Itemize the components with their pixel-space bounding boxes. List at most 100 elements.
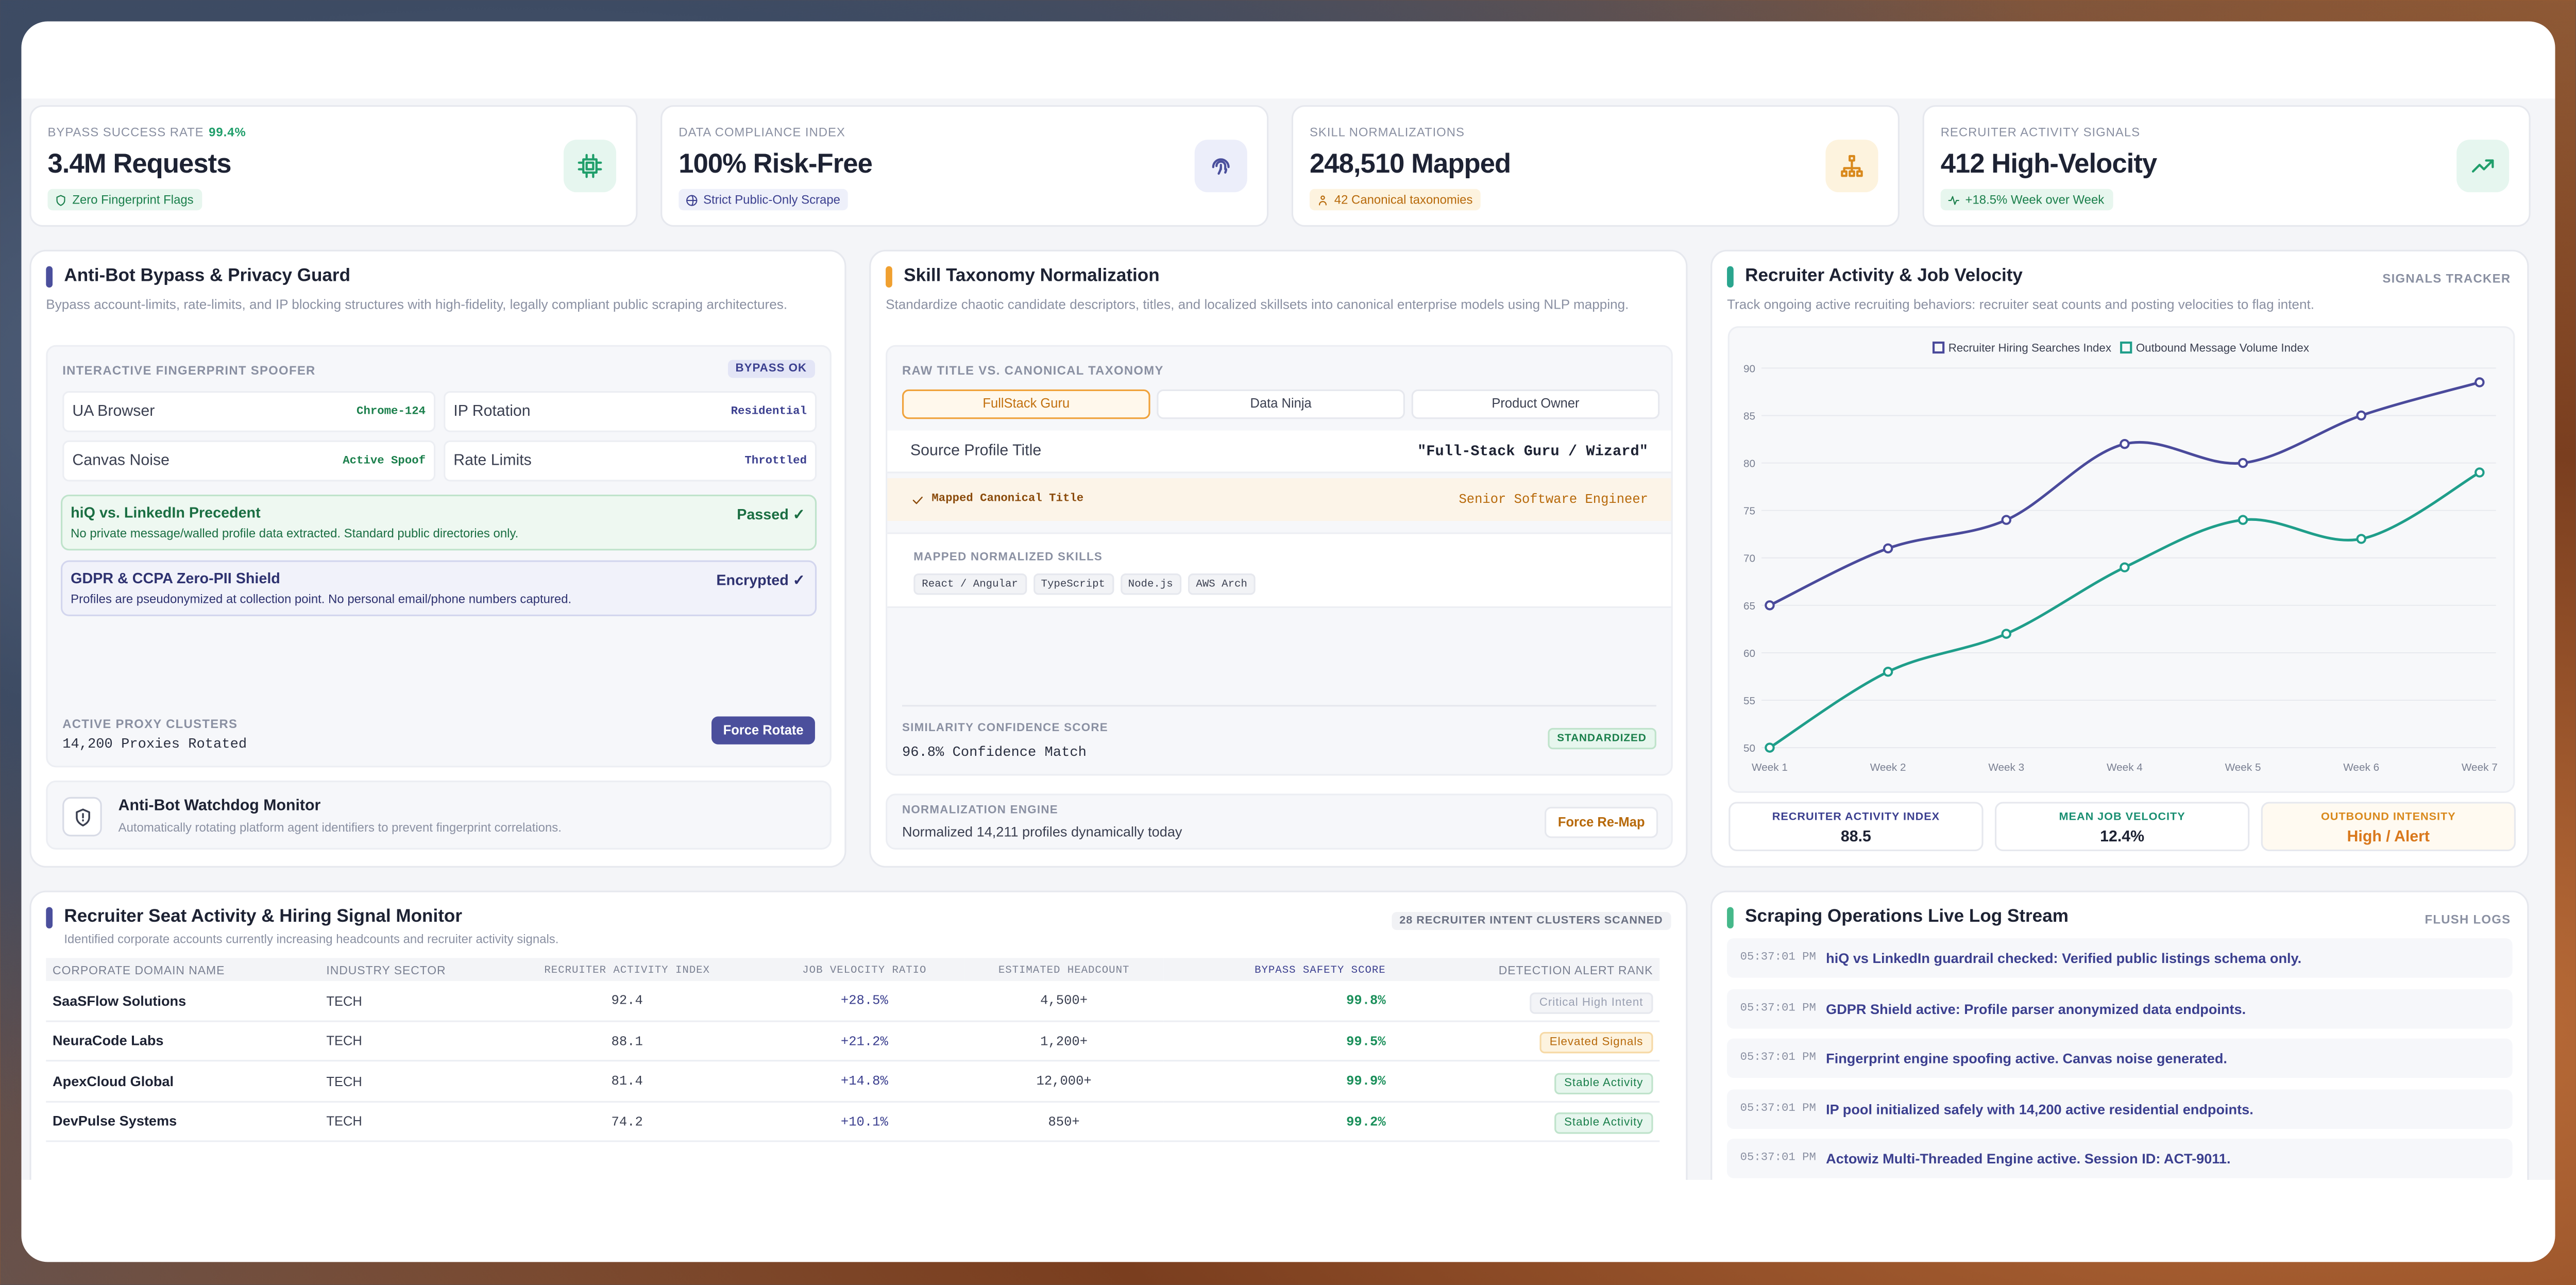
table-cell: 92.4 bbox=[489, 980, 765, 1022]
param-name: IP Rotation bbox=[453, 402, 531, 421]
stat-value: High / Alert bbox=[2347, 828, 2430, 847]
panel-accent bbox=[1727, 907, 1734, 928]
header-row: CORPORATE DOMAIN NAME INDUSTRY SECTOR RECR… bbox=[46, 958, 1660, 981]
icon bbox=[75, 807, 90, 826]
table-cell: ApexCloud Global bbox=[46, 1060, 320, 1102]
kpi-card: RECRUITER ACTIVITY SIGNALS 412 High-Veloc… bbox=[1922, 105, 2531, 227]
compliance-check: GDPR & CCPA Zero-PII Shield Encrypted ✓ Pr… bbox=[61, 560, 817, 616]
table-cell: 99.2% bbox=[1163, 1101, 1393, 1142]
x-tick-label: Week 4 bbox=[2107, 762, 2143, 773]
log-time: 05:37:01 PM bbox=[1740, 1152, 1816, 1165]
stat-label: MEAN JOB VELOCITY bbox=[2059, 811, 2185, 823]
section-label: RAW TITLE VS. CANONICAL TAXONOMY bbox=[902, 363, 1164, 378]
log-text: Fingerprint engine spoofing active. Canv… bbox=[1826, 1050, 2227, 1067]
check-status: Passed ✓ bbox=[737, 506, 805, 523]
stat-value: 88.5 bbox=[1840, 828, 1871, 847]
source-row: Source Profile Title "Full-Stack Guru / W… bbox=[887, 430, 1671, 474]
cell-text: 99.5% bbox=[1346, 1035, 1386, 1050]
log-entry: 05:37:01 PM IP pool initialized safely wi… bbox=[1727, 1088, 2513, 1128]
kpi-label-text: SKILL NORMALIZATIONS bbox=[1309, 125, 1465, 140]
legend-label: Recruiter Hiring Searches Index bbox=[1948, 342, 2111, 354]
score-value: 96.8% Confidence Match bbox=[902, 744, 1087, 761]
y-tick-label: 65 bbox=[1743, 600, 1755, 612]
spoofer-box: INTERACTIVE FINGERPRINT SPOOFER BYPASS OK… bbox=[46, 345, 832, 768]
column-header: JOB VELOCITY RATIO bbox=[765, 958, 964, 981]
check-status: Encrypted ✓ bbox=[716, 571, 805, 588]
table-row: ApexCloud Global TECH 81.4 +14.8% 12,000+ 99.… bbox=[46, 1060, 1660, 1102]
skills-box: MAPPED NORMALIZED SKILLS React / Angular T… bbox=[887, 532, 1671, 608]
panel: Anti-Bot Bypass & Privacy Guard Bypass ac… bbox=[29, 249, 846, 868]
icon-path bbox=[1319, 200, 1327, 205]
log-text: IP pool initialized safely with 14,200 a… bbox=[1826, 1100, 2253, 1117]
engine-box: NORMALIZATION ENGINE Normalized 14,211 pr… bbox=[886, 793, 1673, 850]
data-point bbox=[2001, 515, 2011, 525]
param-value: Active Spoof bbox=[343, 454, 426, 468]
y-tick-label: 90 bbox=[1743, 363, 1755, 375]
icon-path bbox=[1224, 168, 1228, 174]
cell-text: 99.2% bbox=[1346, 1115, 1386, 1130]
panel: Scraping Operations Live Log Stream FLUSH… bbox=[1710, 890, 2529, 1180]
table-cell: 74.2 bbox=[489, 1101, 765, 1142]
icon bbox=[912, 496, 923, 503]
kpi-value: 248,510 Mapped bbox=[1309, 149, 1511, 179]
section-label: INTERACTIVE FINGERPRINT SPOOFER bbox=[62, 363, 316, 378]
watchdog-title: Anti-Bot Watchdog Monitor bbox=[118, 797, 321, 815]
cell-text: NeuraCode Labs bbox=[53, 1032, 164, 1049]
alert-badge: Critical High Intent bbox=[1529, 992, 1653, 1013]
mapped-row: Mapped Canonical Title Senior Software En… bbox=[887, 478, 1671, 521]
icon-path bbox=[1320, 194, 1325, 199]
column-header: BYPASS SAFETY SCORE bbox=[1163, 958, 1393, 981]
table-cell: 99.9% bbox=[1163, 1060, 1393, 1102]
table-cell: 88.1 bbox=[489, 1020, 765, 1062]
table-cell: SaaSFlow Solutions bbox=[46, 980, 320, 1022]
column-header: ESTIMATED HEADCOUNT bbox=[964, 958, 1164, 981]
skill-chip: React / Angular bbox=[913, 573, 1026, 595]
skill-chip: AWS Arch bbox=[1188, 573, 1256, 595]
kpi-card: DATA COMPLIANCE INDEX 100% Risk-Free Stric… bbox=[660, 105, 1269, 227]
table-cell: 81.4 bbox=[489, 1060, 765, 1102]
kpi-value: 100% Risk-Free bbox=[679, 149, 873, 179]
taxonomy-tab[interactable]: Data Ninja bbox=[1157, 389, 1405, 419]
taxonomy-box: RAW TITLE VS. CANONICAL TAXONOMY FullStac… bbox=[886, 345, 1673, 776]
engine-value: Normalized 14,211 profiles dynamically t… bbox=[902, 823, 1182, 840]
cell-text: TECH bbox=[326, 993, 362, 1009]
cell-text: TECH bbox=[326, 1074, 362, 1089]
data-point bbox=[1883, 667, 1893, 677]
skill-chip: Node.js bbox=[1120, 573, 1181, 595]
cell-text: SaaSFlow Solutions bbox=[53, 992, 187, 1009]
panel: Skill Taxonomy Normalization Standardize … bbox=[869, 249, 1688, 868]
param-name: Canvas Noise bbox=[72, 452, 170, 470]
panel-accent bbox=[46, 907, 53, 928]
data-point bbox=[2356, 534, 2366, 544]
taxonomy-tab[interactable]: Product Owner bbox=[1411, 389, 1660, 419]
kpi-label: RECRUITER ACTIVITY SIGNALS bbox=[1941, 125, 2140, 140]
force-rotate-button[interactable]: Force Rotate bbox=[711, 716, 815, 745]
engine-label: NORMALIZATION ENGINE bbox=[902, 805, 1058, 817]
kpi-tag-text: 42 Canonical taxonomies bbox=[1334, 192, 1473, 207]
kpi-card: BYPASS SUCCESS RATE 99.4% 3.4M Requests Zer… bbox=[29, 105, 638, 227]
y-tick-label: 70 bbox=[1743, 553, 1755, 565]
kpi-tag: Strict Public-Only Scrape bbox=[679, 189, 849, 211]
force-remap-button[interactable]: Force Re-Map bbox=[1545, 806, 1658, 838]
table-cell: 12,000+ bbox=[964, 1060, 1164, 1102]
table-row: SaaSFlow Solutions TECH 92.4 +28.5% 4,500+ 99… bbox=[46, 980, 1660, 1022]
flush-logs-button[interactable]: FLUSH LOGS bbox=[2425, 912, 2511, 927]
check-title: GDPR & CCPA Zero-PII Shield bbox=[71, 570, 280, 587]
x-tick-label: Week 7 bbox=[2462, 762, 2498, 773]
kpi-tag-text: +18.5% Week over Week bbox=[1965, 192, 2105, 207]
data-point bbox=[2001, 629, 2011, 639]
panel-subtitle: Bypass account-limits, rate-limits, and … bbox=[46, 297, 788, 312]
source-label: Source Profile Title bbox=[910, 442, 1042, 460]
icon-path bbox=[578, 154, 602, 178]
table-head: CORPORATE DOMAIN NAME INDUSTRY SECTOR RECR… bbox=[46, 958, 1660, 981]
table-cell: 850+ bbox=[964, 1101, 1164, 1142]
cell-text: ApexCloud Global bbox=[53, 1072, 174, 1089]
icon-path bbox=[75, 807, 90, 826]
icon-path bbox=[582, 158, 598, 174]
cell-text: 99.9% bbox=[1346, 1075, 1386, 1090]
watchdog-desc: Automatically rotating platform agent id… bbox=[118, 820, 562, 835]
param-cell: UA Browser Chrome-124 bbox=[62, 391, 436, 432]
taxonomy-tab[interactable]: FullStack Guru bbox=[902, 389, 1150, 419]
panel-tag: SIGNALS TRACKER bbox=[2382, 271, 2511, 286]
